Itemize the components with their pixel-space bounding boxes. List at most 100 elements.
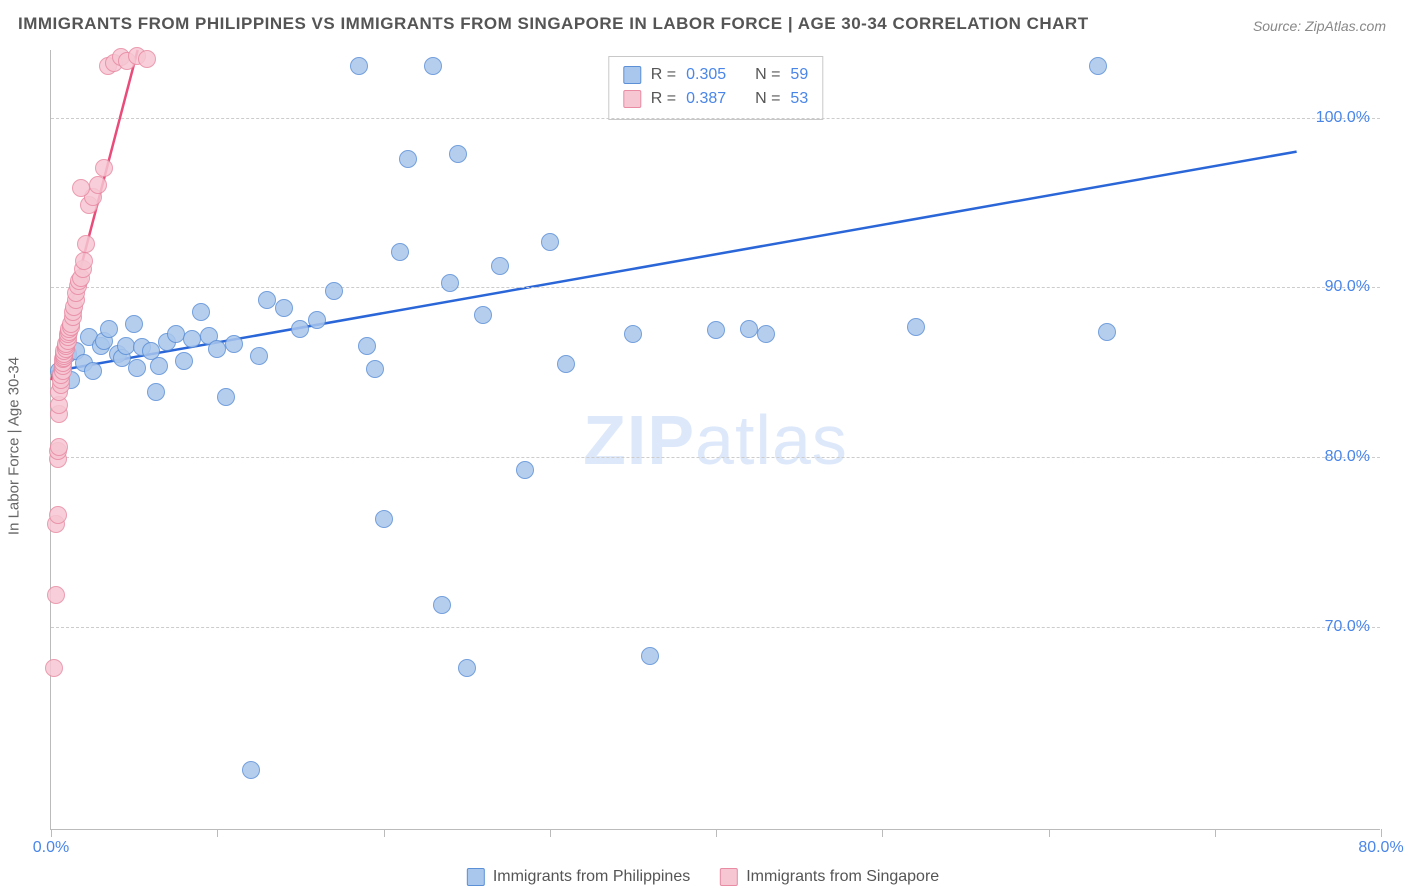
data-point-philippines — [557, 355, 575, 373]
swatch-singapore — [623, 90, 641, 108]
data-point-philippines — [183, 330, 201, 348]
x-tick — [716, 829, 717, 837]
data-point-philippines — [358, 337, 376, 355]
gridline — [51, 457, 1380, 458]
x-tick — [1215, 829, 1216, 837]
data-point-philippines — [366, 360, 384, 378]
data-point-philippines — [225, 335, 243, 353]
data-point-philippines — [1089, 57, 1107, 75]
x-tick — [217, 829, 218, 837]
data-point-singapore — [75, 252, 93, 270]
r-label: R = — [651, 63, 676, 87]
data-point-philippines — [167, 325, 185, 343]
swatch-philippines — [623, 66, 641, 84]
data-point-philippines — [325, 282, 343, 300]
source-attribution: Source: ZipAtlas.com — [1253, 18, 1386, 34]
data-point-philippines — [308, 311, 326, 329]
data-point-philippines — [84, 362, 102, 380]
data-point-singapore — [95, 159, 113, 177]
data-point-philippines — [117, 337, 135, 355]
data-point-singapore — [138, 50, 156, 68]
data-point-philippines — [424, 57, 442, 75]
data-point-philippines — [208, 340, 226, 358]
x-tick — [882, 829, 883, 837]
data-point-philippines — [516, 461, 534, 479]
r-label: R = — [651, 87, 676, 111]
n-label: N = — [755, 87, 780, 111]
data-point-philippines — [624, 325, 642, 343]
y-tick-label: 70.0% — [1325, 618, 1370, 636]
data-point-philippines — [458, 659, 476, 677]
watermark-text: ZIPatlas — [583, 400, 848, 480]
data-point-philippines — [291, 320, 309, 338]
n-value: 59 — [790, 63, 808, 87]
chart-title: IMMIGRANTS FROM PHILIPPINES VS IMMIGRANT… — [18, 14, 1089, 34]
y-tick-label: 90.0% — [1325, 278, 1370, 296]
legend-item-philippines: Immigrants from Philippines — [467, 868, 690, 886]
data-point-philippines — [399, 150, 417, 168]
data-point-singapore — [47, 586, 65, 604]
data-point-philippines — [258, 291, 276, 309]
data-point-singapore — [77, 235, 95, 253]
legend-label: Immigrants from Singapore — [746, 868, 939, 886]
data-point-philippines — [757, 325, 775, 343]
stats-row-singapore: R = 0.387 N = 53 — [623, 87, 808, 111]
data-point-philippines — [391, 243, 409, 261]
data-point-philippines — [449, 145, 467, 163]
data-point-philippines — [441, 274, 459, 292]
x-tick — [1049, 829, 1050, 837]
r-value: 0.387 — [686, 87, 726, 111]
data-point-philippines — [740, 320, 758, 338]
trend-lines-layer — [51, 50, 1380, 829]
data-point-philippines — [641, 647, 659, 665]
data-point-philippines — [350, 57, 368, 75]
data-point-philippines — [907, 318, 925, 336]
data-point-philippines — [150, 357, 168, 375]
data-point-philippines — [175, 352, 193, 370]
data-point-philippines — [474, 306, 492, 324]
y-tick-label: 80.0% — [1325, 448, 1370, 466]
data-point-philippines — [375, 510, 393, 528]
data-point-philippines — [541, 233, 559, 251]
data-point-singapore — [49, 506, 67, 524]
correlation-stats-box: R = 0.305 N = 59 R = 0.387 N = 53 — [608, 56, 823, 120]
series-legend: Immigrants from Philippines Immigrants fr… — [467, 868, 939, 886]
data-point-singapore — [72, 179, 90, 197]
legend-label: Immigrants from Philippines — [493, 868, 690, 886]
n-label: N = — [755, 63, 780, 87]
data-point-philippines — [433, 596, 451, 614]
gridline — [51, 627, 1380, 628]
r-value: 0.305 — [686, 63, 726, 87]
x-tick — [550, 829, 551, 837]
data-point-philippines — [707, 321, 725, 339]
x-tick — [51, 829, 52, 837]
data-point-singapore — [45, 659, 63, 677]
x-tick-label: 0.0% — [33, 839, 69, 857]
data-point-philippines — [192, 303, 210, 321]
data-point-philippines — [100, 320, 118, 338]
x-tick-label: 80.0% — [1358, 839, 1403, 857]
data-point-philippines — [1098, 323, 1116, 341]
data-point-philippines — [250, 347, 268, 365]
stats-row-philippines: R = 0.305 N = 59 — [623, 63, 808, 87]
x-tick — [1381, 829, 1382, 837]
gridline — [51, 118, 1380, 119]
data-point-singapore — [50, 438, 68, 456]
data-point-philippines — [217, 388, 235, 406]
scatter-plot-area: ZIPatlas R = 0.305 N = 59 R = 0.387 N = 53 70… — [50, 50, 1380, 830]
data-point-philippines — [242, 761, 260, 779]
data-point-philippines — [128, 359, 146, 377]
n-value: 53 — [790, 87, 808, 111]
legend-swatch-singapore — [720, 868, 738, 886]
data-point-philippines — [491, 257, 509, 275]
data-point-philippines — [125, 315, 143, 333]
data-point-philippines — [275, 299, 293, 317]
y-tick-label: 100.0% — [1316, 109, 1370, 127]
x-tick — [384, 829, 385, 837]
gridline — [51, 287, 1380, 288]
y-axis-label: In Labor Force | Age 30-34 — [6, 357, 23, 535]
legend-item-singapore: Immigrants from Singapore — [720, 868, 939, 886]
data-point-philippines — [147, 383, 165, 401]
data-point-singapore — [89, 176, 107, 194]
legend-swatch-philippines — [467, 868, 485, 886]
